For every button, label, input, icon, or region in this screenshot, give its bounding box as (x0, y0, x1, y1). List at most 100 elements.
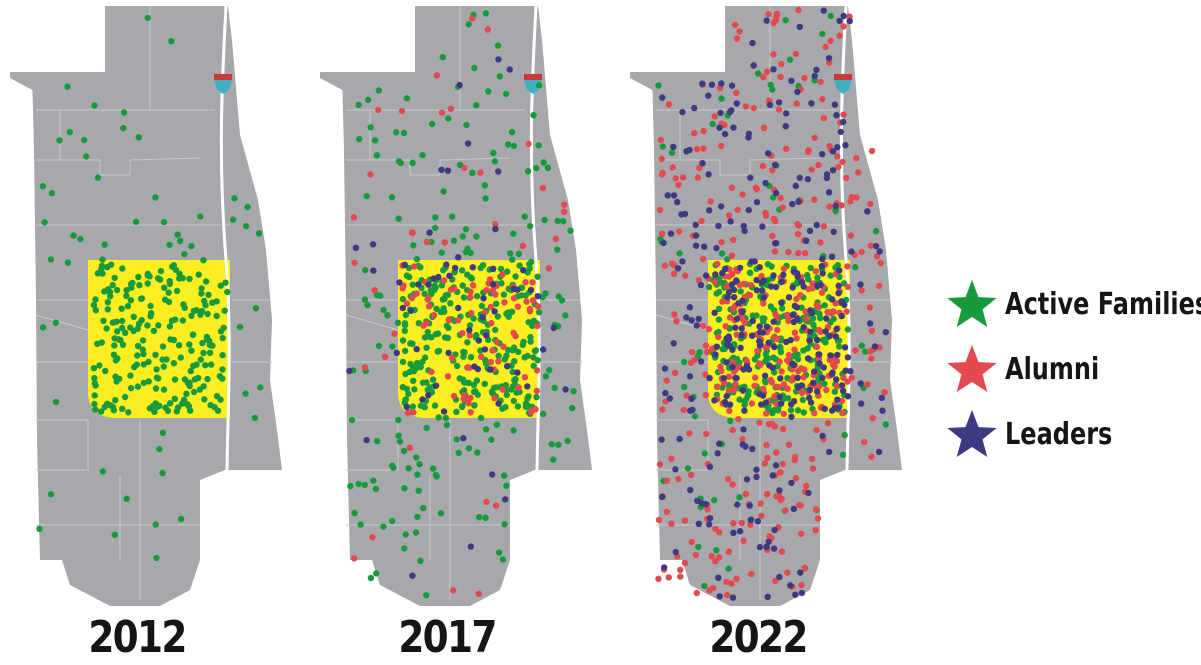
alumni-dot (677, 566, 684, 573)
active-dot (118, 305, 125, 312)
alumni-dot (534, 322, 541, 329)
active-dot (769, 86, 776, 93)
active-dot (862, 348, 869, 355)
leaders-dot (766, 101, 774, 109)
alumni-dot (824, 419, 832, 427)
alumni-dot (867, 242, 875, 249)
active-dot (438, 249, 445, 256)
alumni-dot (733, 35, 741, 42)
leaders-dot (695, 315, 702, 323)
alumni-dot (704, 348, 711, 356)
leaders-dot (736, 528, 744, 535)
leaders-dot (831, 404, 838, 412)
leaders-dot (772, 283, 780, 291)
legend-item-active-families: Active Families (945, 272, 1201, 337)
leaders-dot (822, 328, 829, 335)
alumni-dot (423, 238, 431, 246)
leaders-dot (419, 396, 426, 403)
leaders-dot (464, 140, 472, 147)
active-dot (224, 288, 231, 296)
active-dot (133, 361, 140, 368)
leaders-dot (715, 222, 722, 230)
alumni-dot (764, 454, 771, 461)
leaders-dot (739, 297, 746, 304)
leaders-dot (679, 108, 686, 116)
leaders-dot (730, 286, 738, 293)
leaders-dot (407, 307, 414, 314)
leaders-dot (840, 118, 847, 126)
leaders-dot (661, 365, 669, 372)
alumni-dot (561, 208, 568, 215)
active-dot (858, 342, 865, 349)
leaders-dot (756, 323, 763, 330)
leaders-dot (878, 394, 885, 402)
active-dot (515, 250, 522, 258)
alumni-dot (844, 283, 852, 291)
alumni-dot (813, 343, 821, 351)
active-dot (510, 230, 517, 237)
land-area (630, 72, 656, 92)
alumni-dot (467, 293, 474, 301)
alumni-dot (467, 288, 474, 295)
alumni-dot (441, 277, 448, 284)
active-dot (179, 400, 186, 407)
alumni-dot (830, 308, 837, 315)
active-dot (399, 337, 407, 344)
leaders-dot (495, 56, 502, 63)
active-dot (123, 287, 130, 294)
leaders-dot (702, 272, 710, 279)
active-dot (396, 438, 404, 445)
alumni-dot (809, 280, 816, 287)
leaders-dot (777, 375, 784, 382)
active-dot (97, 408, 105, 415)
active-dot (117, 337, 124, 344)
active-dot (399, 295, 407, 303)
alumni-dot (702, 391, 709, 399)
leaders-dot (425, 281, 432, 288)
active-dot (406, 368, 413, 376)
active-dot (48, 189, 56, 197)
active-dot (134, 342, 142, 350)
leaders-dot (693, 232, 700, 239)
active-dot (541, 216, 548, 224)
leaders-dot (837, 128, 844, 135)
active-dot (490, 149, 497, 157)
leaders-dot (743, 362, 750, 370)
active-dot (405, 465, 412, 472)
leaders-dot (872, 242, 880, 250)
active-dot (111, 274, 118, 282)
alumni-dot (826, 59, 833, 67)
alumni-dot (762, 344, 769, 351)
leaders-dot (713, 343, 720, 350)
alumni-dot (779, 460, 787, 468)
active-dot (168, 317, 176, 324)
active-dot (214, 407, 222, 414)
active-dot (518, 292, 525, 299)
active-dot (112, 397, 119, 404)
leaders-dot (820, 7, 827, 14)
active-dot (453, 436, 460, 443)
alumni-dot (655, 516, 663, 524)
leaders-dot (825, 189, 833, 196)
leaders-dot (426, 229, 433, 236)
leaders-dot (483, 332, 490, 339)
leaders-dot (819, 150, 826, 158)
active-dot (465, 21, 472, 28)
active-dot (401, 327, 408, 334)
leaders-dot (510, 285, 518, 293)
leaders-dot (831, 101, 839, 108)
active-dot (185, 403, 193, 410)
alumni-dot (812, 268, 820, 275)
alumni-dot (783, 311, 791, 319)
alumni-dot (477, 169, 484, 176)
active-dot (109, 403, 117, 411)
alumni-dot (495, 358, 502, 365)
active-dot (189, 331, 197, 338)
active-dot (508, 386, 515, 393)
leaders-dot (686, 304, 694, 311)
active-dot (786, 56, 794, 63)
active-dot (445, 324, 452, 332)
leaders-dot (834, 351, 841, 359)
active-dot (724, 256, 731, 263)
alumni-dot (671, 369, 679, 377)
